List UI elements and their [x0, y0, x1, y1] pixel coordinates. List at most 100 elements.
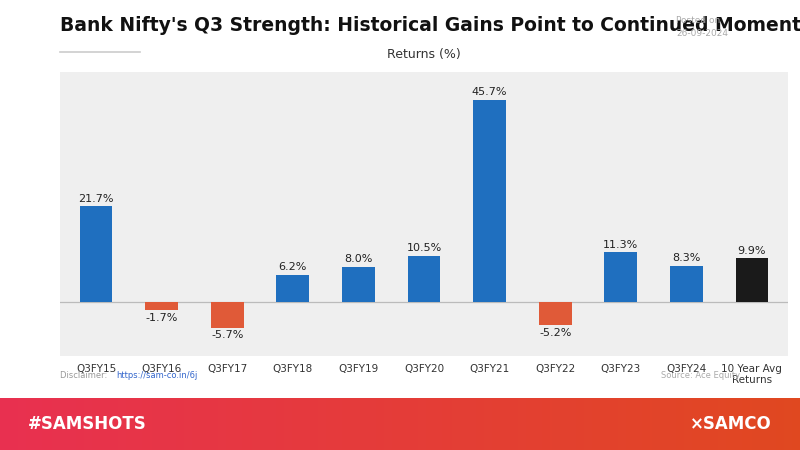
Bar	[518, 398, 520, 450]
Bar	[714, 398, 716, 450]
Bar	[612, 398, 614, 450]
Bar	[140, 398, 142, 450]
Text: -5.7%: -5.7%	[211, 330, 243, 340]
Bar	[214, 398, 216, 450]
Bar	[404, 398, 406, 450]
Bar	[568, 398, 570, 450]
Bar	[210, 398, 212, 450]
Bar	[100, 398, 102, 450]
Bar	[354, 398, 356, 450]
Bar	[640, 398, 642, 450]
Bar	[32, 398, 34, 450]
Bar	[480, 398, 482, 450]
Bar	[504, 398, 506, 450]
Bar	[604, 252, 637, 302]
Bar	[428, 398, 430, 450]
Bar	[260, 398, 262, 450]
Bar	[298, 398, 300, 450]
Bar	[750, 398, 752, 450]
Bar	[96, 398, 98, 450]
Bar	[124, 398, 126, 450]
Bar	[328, 398, 330, 450]
Bar	[352, 398, 354, 450]
Bar	[284, 398, 286, 450]
Bar	[694, 398, 696, 450]
Bar	[772, 398, 774, 450]
Bar	[478, 398, 480, 450]
Bar	[556, 398, 558, 450]
Bar	[744, 398, 746, 450]
Bar	[300, 398, 302, 450]
Bar	[252, 398, 254, 450]
Bar	[222, 398, 224, 450]
Bar	[277, 275, 310, 302]
Bar	[394, 398, 396, 450]
Bar	[296, 398, 298, 450]
Bar	[336, 398, 338, 450]
Bar	[266, 398, 268, 450]
Bar	[520, 398, 522, 450]
Bar	[684, 398, 686, 450]
Bar	[608, 398, 610, 450]
Bar	[544, 398, 546, 450]
Bar	[472, 398, 474, 450]
Bar	[211, 302, 244, 328]
Bar	[578, 398, 580, 450]
Bar	[240, 398, 242, 450]
Text: 8.0%: 8.0%	[344, 254, 373, 264]
Bar	[60, 398, 62, 450]
Bar	[112, 398, 114, 450]
Bar	[770, 398, 772, 450]
Bar	[120, 398, 122, 450]
Bar	[178, 398, 180, 450]
Bar	[144, 398, 146, 450]
Bar	[340, 398, 342, 450]
Bar	[48, 398, 50, 450]
Bar	[280, 398, 282, 450]
Bar	[14, 398, 16, 450]
Bar	[664, 398, 666, 450]
Bar	[38, 398, 40, 450]
Bar	[412, 398, 414, 450]
Bar	[720, 398, 722, 450]
Bar	[302, 398, 304, 450]
Bar	[40, 398, 42, 450]
Bar	[730, 398, 732, 450]
Bar	[442, 398, 444, 450]
Bar	[306, 398, 308, 450]
Bar	[162, 398, 164, 450]
Bar	[42, 398, 44, 450]
Bar	[66, 398, 68, 450]
Bar	[424, 398, 426, 450]
Bar	[380, 398, 382, 450]
Bar	[324, 398, 326, 450]
Bar	[794, 398, 796, 450]
Bar	[594, 398, 596, 450]
Bar	[516, 398, 518, 450]
Bar	[784, 398, 786, 450]
Bar	[746, 398, 748, 450]
Bar	[426, 398, 428, 450]
Bar	[728, 398, 730, 450]
Bar	[176, 398, 178, 450]
Bar	[416, 398, 418, 450]
Bar	[698, 398, 700, 450]
Bar	[128, 398, 130, 450]
Bar	[444, 398, 446, 450]
Bar	[402, 398, 404, 450]
Bar	[468, 398, 470, 450]
Bar	[604, 398, 606, 450]
Bar	[8, 398, 10, 450]
Bar	[226, 398, 228, 450]
Text: 21.7%: 21.7%	[78, 194, 114, 203]
Bar	[276, 398, 278, 450]
Bar	[286, 398, 288, 450]
Bar	[656, 398, 658, 450]
Bar	[408, 256, 440, 302]
Bar	[134, 398, 136, 450]
Bar	[130, 398, 132, 450]
Bar	[448, 398, 450, 450]
Bar	[672, 398, 674, 450]
Bar	[342, 267, 375, 302]
Bar	[360, 398, 362, 450]
